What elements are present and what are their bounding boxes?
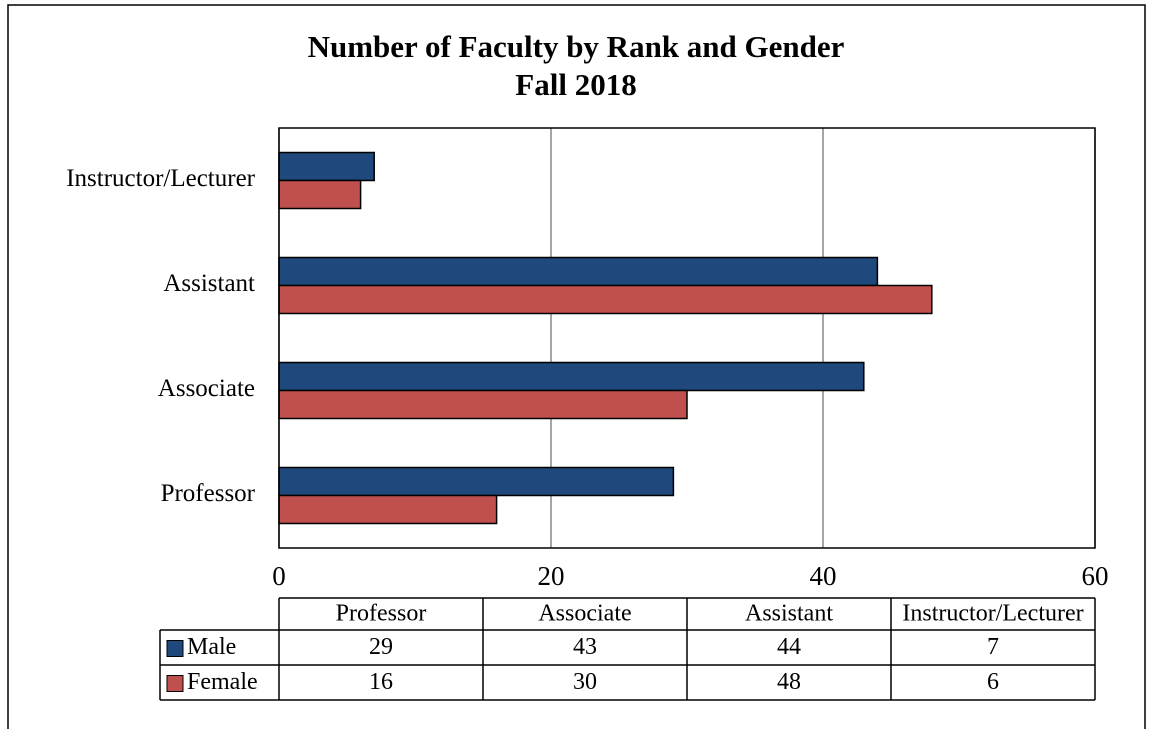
bar bbox=[278, 179, 362, 210]
bar bbox=[278, 151, 375, 182]
x-tick-label: 0 bbox=[272, 561, 286, 591]
chart-title: Number of Faculty by Rank and Gender bbox=[308, 29, 845, 64]
legend-swatch bbox=[166, 675, 184, 692]
y-tick-label: Assistant bbox=[163, 270, 255, 297]
y-tick-label: Instructor/Lecturer bbox=[66, 165, 255, 192]
table-value: 29 bbox=[369, 634, 393, 660]
x-tick-label: 60 bbox=[1082, 561, 1109, 591]
bar bbox=[278, 284, 933, 315]
table-value: 30 bbox=[573, 669, 597, 695]
bar bbox=[278, 256, 879, 287]
legend-swatch bbox=[166, 640, 184, 657]
y-tick-label: Associate bbox=[158, 375, 255, 402]
table-value: 43 bbox=[573, 634, 597, 660]
table-value: 44 bbox=[777, 634, 801, 660]
table-header: Assistant bbox=[745, 601, 833, 627]
chart-frame bbox=[7, 4, 1146, 729]
legend-label: Female bbox=[187, 669, 258, 695]
bar bbox=[278, 361, 865, 392]
table-value: 16 bbox=[369, 669, 393, 695]
plot-frame bbox=[278, 127, 1096, 549]
x-tick-label: 40 bbox=[810, 561, 837, 591]
chart-subtitle: Fall 2018 bbox=[515, 67, 636, 102]
table-value: 6 bbox=[987, 669, 999, 695]
table-value: 7 bbox=[987, 634, 999, 660]
y-tick-label: Professor bbox=[161, 480, 256, 507]
table-header: Instructor/Lecturer bbox=[902, 601, 1083, 627]
bar bbox=[278, 466, 675, 497]
table-header: Associate bbox=[538, 601, 631, 627]
bar bbox=[278, 494, 498, 525]
x-tick-label: 20 bbox=[538, 561, 565, 591]
bar bbox=[278, 389, 688, 420]
legend-label: Male bbox=[187, 634, 236, 660]
table-header: Professor bbox=[336, 601, 427, 627]
table-value: 48 bbox=[777, 669, 801, 695]
